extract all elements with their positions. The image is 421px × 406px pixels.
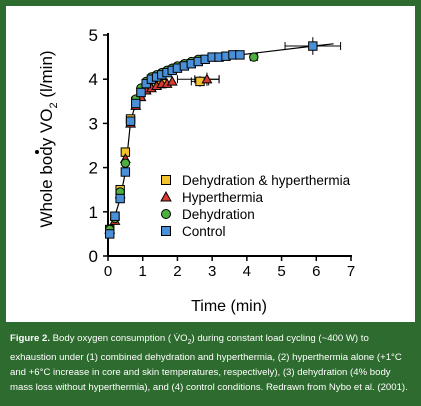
- y-axis-label-o: O: [37, 109, 56, 122]
- legend-label-hyperthermia: Hyperthermia: [182, 190, 264, 205]
- legend-marker-control: [161, 226, 171, 236]
- vdot-marker: [35, 150, 39, 154]
- svg-text:Whole body VO2 (l/min): Whole body VO2 (l/min): [37, 50, 60, 227]
- y-tick-label: 5: [89, 26, 98, 45]
- dehydration-point: [249, 52, 259, 62]
- y-tick-label: 3: [89, 114, 98, 133]
- x-tick-label: 1: [139, 263, 147, 280]
- caption-label: Figure 2.: [10, 333, 50, 344]
- y-tick-label: 2: [89, 159, 98, 178]
- y-axis-label-unit: (l/min): [37, 50, 56, 102]
- x-tick-label: 4: [243, 263, 251, 280]
- caption-line2: exhaustion under (1) combined dehydratio…: [10, 351, 402, 363]
- caption-line1-sub: 2: [187, 338, 192, 346]
- caption-line1: Body oxygen consumption ( V̇O: [49, 333, 188, 344]
- control-point: [136, 87, 146, 98]
- y-tick-label: 1: [89, 203, 98, 222]
- legend: Dehydration & hyperthermia Hyperthermia De…: [160, 173, 351, 239]
- legend-marker-dehydration: [161, 209, 171, 219]
- y-axis-label-sub: 2: [48, 102, 60, 108]
- fit-curve-layer: [109, 43, 334, 235]
- data-points: [104, 41, 318, 239]
- y-tick-label: 0: [89, 247, 98, 266]
- y-tick-label: 4: [89, 70, 98, 89]
- legend-marker-hyperthermia: [160, 191, 172, 202]
- fit-curve: [109, 43, 334, 235]
- axes: 0 1 2 3 4 5 6 7 0 1 2 3 4 5: [89, 26, 356, 280]
- x-tick-label: 7: [347, 263, 355, 280]
- legend-label-dehydration-hyperthermia: Dehydration & hyperthermia: [182, 173, 351, 188]
- y-axis-label: Whole body VO2 (l/min): [35, 50, 60, 228]
- caption-line1-rest: ) during constant load cycling (~400 W) …: [191, 333, 369, 344]
- legend-marker-dehydration-hyperthermia: [161, 175, 171, 185]
- hyperthermia-point: [166, 75, 178, 86]
- control-point: [131, 98, 141, 109]
- figure-caption: Figure 2. Body oxygen consumption ( V̇O2…: [10, 331, 412, 395]
- hyperthermia-point: [201, 73, 213, 84]
- legend-label-control: Control: [182, 224, 226, 239]
- x-tick-label: 6: [312, 263, 320, 280]
- x-tick-label: 5: [277, 263, 285, 280]
- control-point: [120, 167, 131, 177]
- x-tick-label: 3: [208, 263, 216, 280]
- caption-line4: mass loss without hyperthermia), and (4)…: [10, 381, 408, 393]
- x-tick-label: 2: [173, 263, 181, 280]
- x-tick-label: 0: [104, 263, 112, 280]
- control-point: [308, 41, 318, 51]
- legend-label-dehydration: Dehydration: [182, 207, 255, 222]
- caption-line3: and +6°C increase in core and skin tempe…: [10, 366, 391, 378]
- dehydration-point: [120, 158, 131, 168]
- y-axis-label-main: Whole body V: [37, 121, 56, 227]
- control-point: [105, 229, 115, 239]
- control-point: [110, 211, 120, 221]
- control-point: [235, 50, 245, 60]
- control-point: [115, 193, 125, 204]
- control-point: [125, 116, 136, 126]
- x-axis-label: Time (min): [191, 298, 267, 315]
- chart-svg: 0 1 2 3 4 5 6 7 0 1 2 3 4 5 Dehydration & hyperthermi…: [35, 26, 356, 315]
